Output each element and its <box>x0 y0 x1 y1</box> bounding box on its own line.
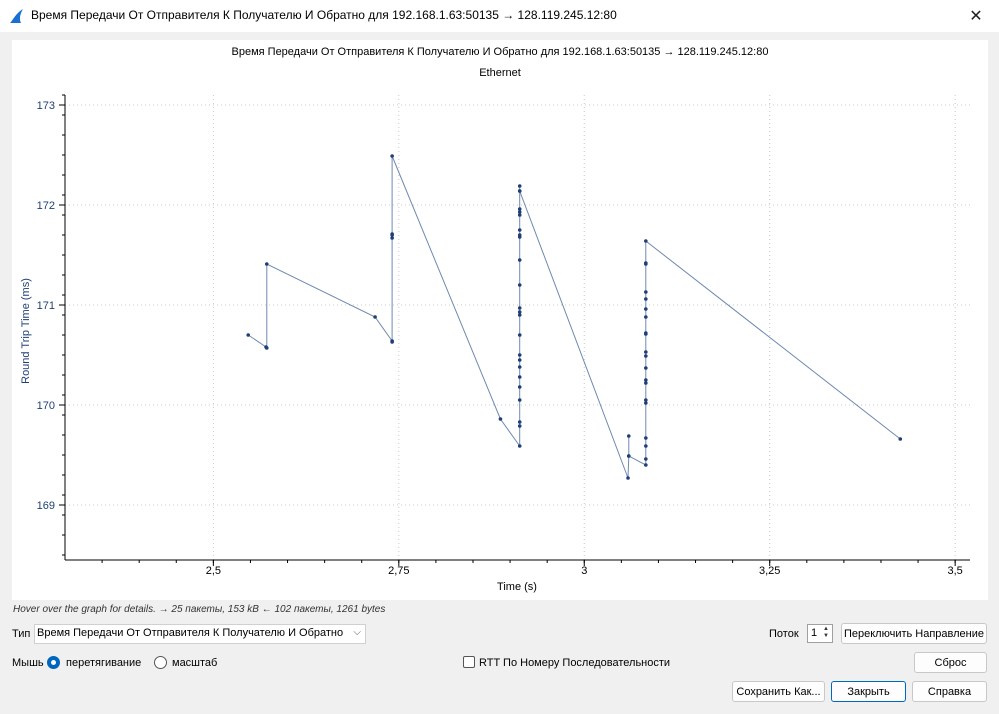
data-point[interactable] <box>898 437 903 441</box>
mouse-drag-label[interactable]: перетягивание <box>66 657 142 669</box>
data-point[interactable] <box>517 283 522 287</box>
type-label: Тип <box>12 628 31 640</box>
chevron-down-icon: ⌵ <box>353 627 361 638</box>
data-point[interactable] <box>517 306 522 310</box>
data-point[interactable] <box>644 307 648 311</box>
y-tick-label: 173 <box>37 100 55 112</box>
x-tick-label: 3 <box>581 565 587 577</box>
data-point[interactable] <box>517 184 522 188</box>
data-point[interactable] <box>517 228 522 232</box>
close-button[interactable]: Закрыть <box>831 681 906 702</box>
chart-subtitle: Ethernet <box>479 67 521 79</box>
data-point[interactable] <box>517 444 522 448</box>
y-tick-label: 172 <box>37 200 55 212</box>
x-tick-label: 2,75 <box>388 565 409 577</box>
data-point[interactable] <box>644 350 648 354</box>
window-title: Время Передачи От Отправителя К Получате… <box>31 8 617 22</box>
data-point[interactable] <box>517 385 522 389</box>
stream-spinbox[interactable]: 1 ▲ ▼ <box>807 624 833 643</box>
help-button[interactable]: Справка <box>912 681 987 702</box>
series-line <box>247 155 901 479</box>
stream-value: 1 <box>811 627 818 639</box>
status-hint: Hover over the graph for details. → 25 п… <box>13 604 386 615</box>
data-point[interactable] <box>373 315 377 319</box>
data-point[interactable] <box>644 401 648 405</box>
stream-label: Поток <box>769 628 799 640</box>
x-axis-label: Time (s) <box>497 581 537 593</box>
x-tick-label: 2,5 <box>206 565 221 577</box>
save-as-button[interactable]: Сохранить Как... <box>732 681 825 702</box>
data-point[interactable] <box>644 444 648 448</box>
data-point[interactable] <box>517 365 522 369</box>
data-point[interactable] <box>517 353 522 357</box>
data-point[interactable] <box>517 189 522 193</box>
data-point[interactable] <box>517 420 522 424</box>
data-point[interactable] <box>390 236 394 240</box>
data-point[interactable] <box>390 340 394 344</box>
mouse-zoom-radio[interactable] <box>154 656 167 669</box>
axis-ticks: 2,5 2,75 3 3,25 3,5 169 170 171 172 173 <box>37 94 963 577</box>
data-point[interactable] <box>644 239 648 243</box>
data-point[interactable] <box>517 233 522 237</box>
chart-title: Время Передачи От Отправителя К Получате… <box>231 46 769 58</box>
data-point[interactable] <box>517 258 522 262</box>
mouse-drag-radio[interactable] <box>47 656 60 669</box>
data-point[interactable] <box>644 436 648 440</box>
data-point[interactable] <box>390 154 394 158</box>
x-tick-label: 3,5 <box>948 565 963 577</box>
rtt-by-seq-checkbox[interactable] <box>463 656 475 668</box>
close-window-icon[interactable]: ✕ <box>969 8 983 25</box>
data-point[interactable] <box>644 331 648 335</box>
data-point[interactable] <box>644 378 648 382</box>
data-point[interactable] <box>644 463 648 467</box>
data-point[interactable] <box>626 476 630 480</box>
y-tick-label: 170 <box>37 400 55 412</box>
wireshark-fin-icon <box>10 9 23 23</box>
data-point[interactable] <box>517 424 522 428</box>
data-point[interactable] <box>517 358 522 362</box>
plot-axes <box>64 95 970 561</box>
data-point[interactable] <box>246 333 251 337</box>
data-point[interactable] <box>644 457 648 461</box>
data-point[interactable] <box>517 210 522 214</box>
type-select-value: Время Передачи От Отправителя К Получате… <box>37 627 344 639</box>
data-point[interactable] <box>390 232 394 236</box>
x-tick-label: 3,25 <box>759 565 780 577</box>
reset-button[interactable]: Сброс <box>914 652 987 673</box>
data-point[interactable] <box>264 346 269 350</box>
data-point[interactable] <box>517 333 522 337</box>
data-point[interactable] <box>644 297 648 301</box>
y-axis-label: Round Trip Time (ms) <box>20 278 32 384</box>
data-point[interactable] <box>498 417 503 421</box>
data-point[interactable] <box>644 366 648 370</box>
plot-grid <box>65 95 970 560</box>
data-point[interactable] <box>517 375 522 379</box>
data-point[interactable] <box>644 381 648 385</box>
spin-arrows-icon[interactable]: ▲ ▼ <box>823 626 829 639</box>
graph-area[interactable]: Время Передачи От Отправителя К Получате… <box>12 40 988 600</box>
switch-direction-button[interactable]: Переключить Направление <box>841 623 987 644</box>
data-point[interactable] <box>626 454 631 458</box>
type-select[interactable]: Время Передачи От Отправителя К Получате… <box>34 624 366 644</box>
data-point[interactable] <box>517 310 522 314</box>
y-tick-label: 169 <box>37 500 55 512</box>
series-points <box>246 154 903 480</box>
data-point[interactable] <box>626 434 631 438</box>
y-tick-label: 171 <box>37 300 55 312</box>
data-point[interactable] <box>517 213 522 217</box>
data-point[interactable] <box>517 313 522 317</box>
rtt-by-seq-label[interactable]: RTT По Номеру Последовательности <box>479 657 671 669</box>
mouse-zoom-label[interactable]: масштаб <box>172 657 218 669</box>
mouse-label: Мышь <box>12 657 44 669</box>
data-point[interactable] <box>644 261 648 265</box>
title-bar: Время Передачи От Отправителя К Получате… <box>0 0 999 32</box>
data-point[interactable] <box>644 398 648 402</box>
data-point[interactable] <box>264 262 269 266</box>
data-point[interactable] <box>644 290 648 294</box>
data-point[interactable] <box>644 354 648 358</box>
data-point[interactable] <box>644 315 648 319</box>
data-point[interactable] <box>517 398 522 402</box>
data-point[interactable] <box>517 207 522 211</box>
